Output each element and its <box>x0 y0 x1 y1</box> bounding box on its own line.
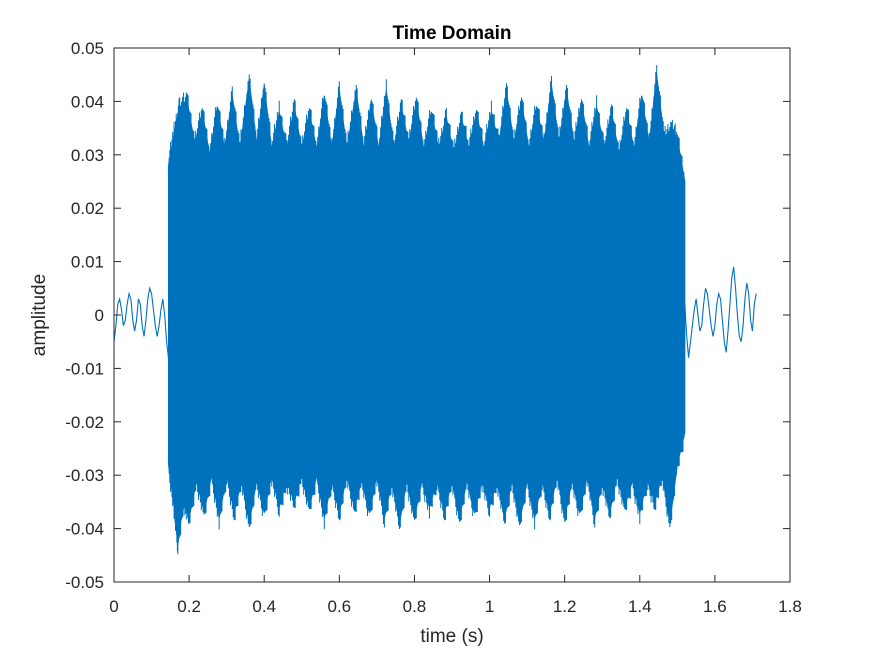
x-tick-label: 1.8 <box>778 597 802 616</box>
y-tick-label: -0.05 <box>65 573 104 592</box>
x-tick-label: 1.4 <box>628 597 652 616</box>
y-tick-label: 0.04 <box>71 92 104 111</box>
y-tick-label: 0.03 <box>71 146 104 165</box>
signal-lower-fringe <box>167 425 685 555</box>
signal-tail-line <box>684 266 757 358</box>
y-axis-ticks: 0.05 0.04 0.03 0.02 0.01 0 -0.01 -0.02 -0.03 -0.0… <box>65 39 790 592</box>
x-tick-label: 1.2 <box>553 597 577 616</box>
y-tick-label: 0.01 <box>71 253 104 272</box>
y-tick-label: 0.05 <box>71 39 104 58</box>
x-axis-label: time (s) <box>420 626 483 647</box>
signal-trace-group <box>113 65 757 555</box>
x-tick-label: 0.4 <box>252 597 276 616</box>
x-axis-ticks: 0 0.2 0.4 0.6 0.8 1 1.2 1.4 1.6 1.8 <box>109 48 802 616</box>
x-tick-label: 1.6 <box>703 597 727 616</box>
y-tick-label: -0.01 <box>65 359 104 378</box>
y-axis-label: amplitude <box>29 274 50 356</box>
x-tick-label: 0.6 <box>328 597 352 616</box>
y-tick-label: -0.03 <box>65 466 104 485</box>
x-tick-label: 0.2 <box>177 597 201 616</box>
chart-title: Time Domain <box>393 23 512 44</box>
x-tick-label: 0 <box>109 597 118 616</box>
y-tick-label: 0.02 <box>71 199 104 218</box>
signal-lead-in-line <box>113 286 170 358</box>
y-tick-label: 0 <box>95 306 104 325</box>
x-tick-label: 0.8 <box>403 597 427 616</box>
y-tick-label: -0.04 <box>65 520 104 539</box>
y-tick-label: -0.02 <box>65 413 104 432</box>
signal-upper-fringe <box>167 65 685 187</box>
x-tick-label: 1 <box>485 597 494 616</box>
